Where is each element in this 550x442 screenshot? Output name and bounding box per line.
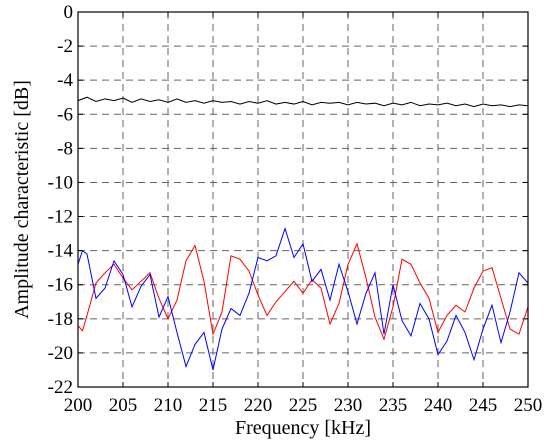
series-line-2 (77, 242, 529, 341)
x-tick-label: 235 (379, 395, 408, 416)
plot-frame (77, 11, 529, 388)
x-tick-label: 240 (424, 395, 453, 416)
series-layer (77, 96, 529, 371)
x-tick-label: 230 (334, 395, 363, 416)
y-tick-label: -10 (48, 172, 73, 193)
x-tick-label: 220 (244, 395, 273, 416)
grid (77, 11, 529, 388)
x-tick-label: 210 (154, 395, 183, 416)
y-tick-label: -12 (48, 207, 73, 228)
x-axis-title: Frequency [kHz] (235, 417, 371, 439)
x-tick-label: 215 (199, 395, 228, 416)
y-tick-label: -18 (48, 309, 73, 330)
y-axis-title: Amplitude characteristic [dB] (11, 80, 33, 319)
x-tick-label: 200 (64, 395, 93, 416)
y-tick-label: -6 (57, 104, 73, 125)
y-tick-label: -8 (57, 138, 73, 159)
y-tick-label: -20 (48, 343, 73, 364)
series-line-1 (77, 96, 529, 108)
y-tick-label: -14 (48, 241, 74, 262)
x-tick-label: 205 (109, 395, 138, 416)
y-tick-label: -4 (57, 70, 73, 91)
y-tick-label: 0 (64, 2, 74, 23)
y-tick-label: -2 (57, 36, 73, 57)
y-tick-label: -16 (48, 275, 73, 296)
x-tick-label: 225 (289, 395, 318, 416)
x-tick-labels: 200 205 210 215 220 225 230 235 240 245 250 (64, 395, 543, 416)
x-tick-label: 250 (514, 395, 543, 416)
y-tick-labels: 0 -2 -4 -6 -8 -10 -12 -14 -16 -18 -20 -22 (48, 2, 74, 398)
x-tick-label: 245 (469, 395, 498, 416)
y-tick-label: -22 (48, 377, 73, 398)
series-line-3 (77, 226, 529, 371)
